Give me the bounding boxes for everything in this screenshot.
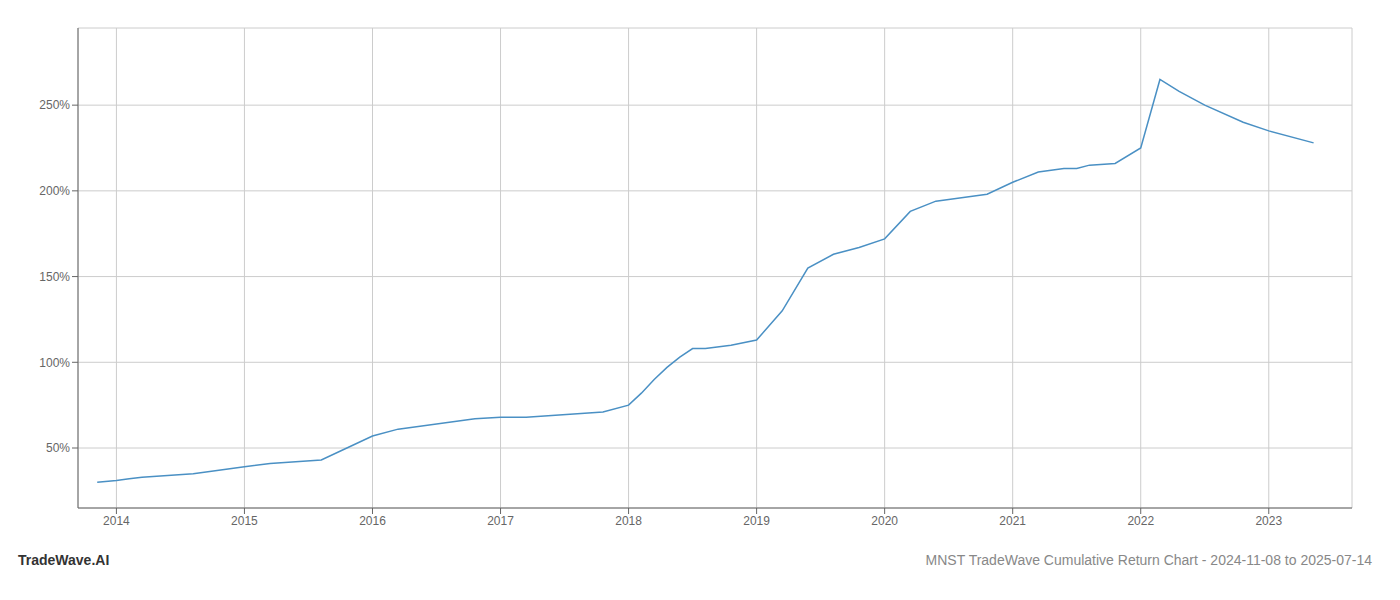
svg-text:2016: 2016 xyxy=(359,514,386,528)
svg-text:2017: 2017 xyxy=(487,514,514,528)
svg-text:2020: 2020 xyxy=(871,514,898,528)
svg-text:150%: 150% xyxy=(39,270,70,284)
svg-text:50%: 50% xyxy=(46,441,70,455)
html-text:MNST TradeWave Cumulative Retu: MNST TradeWave Cumulative Return Chart -… xyxy=(925,552,1372,568)
svg-text:2019: 2019 xyxy=(743,514,770,528)
svg-text:2014: 2014 xyxy=(103,514,130,528)
svg-text:250%: 250% xyxy=(39,98,70,112)
svg-text:2018: 2018 xyxy=(615,514,642,528)
svg-text:2021: 2021 xyxy=(999,514,1026,528)
svg-text:200%: 200% xyxy=(39,184,70,198)
svg-text:2023: 2023 xyxy=(1255,514,1282,528)
svg-text:2022: 2022 xyxy=(1127,514,1154,528)
svg-text:100%: 100% xyxy=(39,356,70,370)
html-text:TradeWave.AI: TradeWave.AI xyxy=(18,552,110,568)
svg-text:2015: 2015 xyxy=(231,514,258,528)
